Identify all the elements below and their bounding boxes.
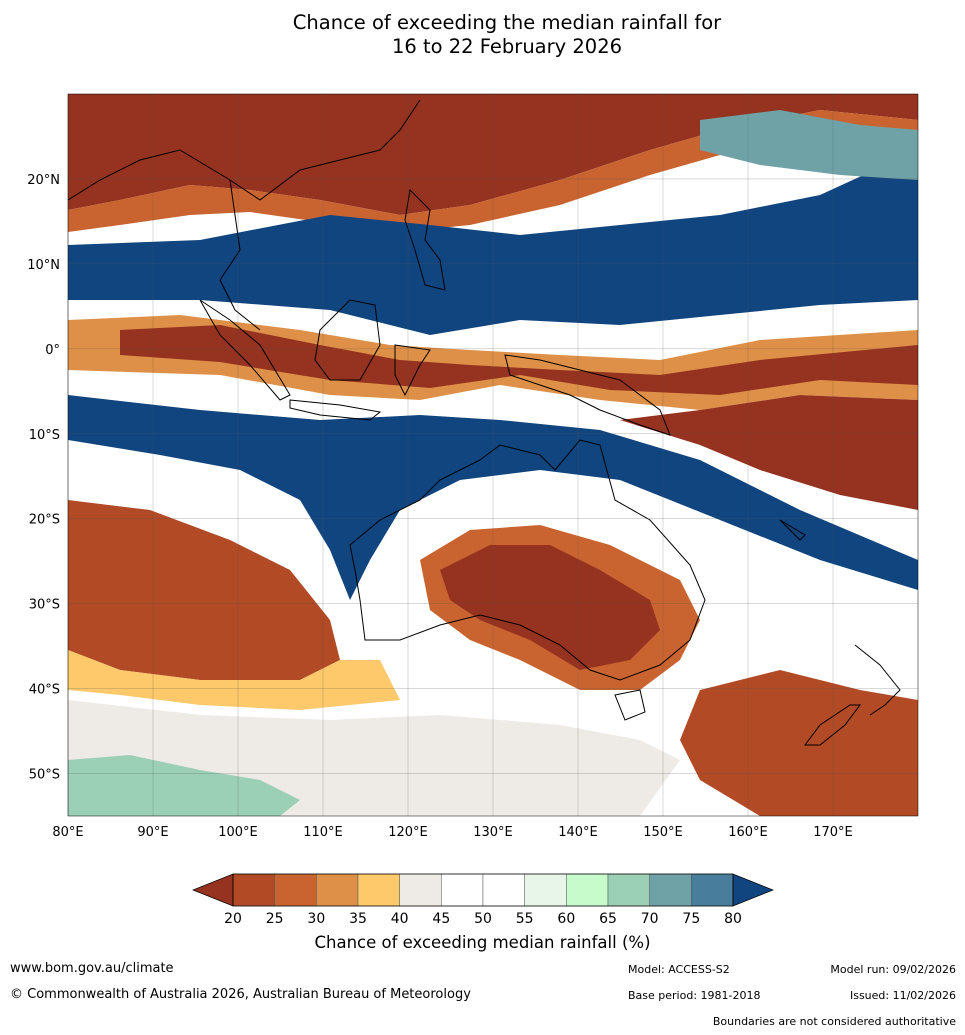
colorbar-tick-label: 65	[599, 911, 617, 927]
colorbar-tick-label: 80	[724, 911, 742, 927]
lon-tick-label: 110°E	[303, 825, 343, 840]
australia-outline	[349, 439, 706, 681]
lat-tick-label: 30°S	[29, 598, 60, 613]
philippines-outline	[404, 188, 446, 291]
colorbar-label: Chance of exceeding median rainfall (%)	[314, 933, 651, 952]
strong-dry-band-equator	[120, 325, 918, 395]
lat-tick-label: 20°S	[29, 513, 60, 528]
wet-band-north	[68, 150, 918, 335]
lat-tick-label: 20°N	[27, 173, 60, 188]
java-outline	[289, 399, 382, 421]
new-caledonia-outline	[779, 519, 806, 541]
colorbar-tick-label: 50	[474, 911, 492, 927]
tasmania-outline	[614, 689, 646, 721]
copyright-text: © Commonwealth of Australia 2026, Austra…	[10, 987, 471, 1002]
colorbar-tick-label: 60	[557, 911, 575, 927]
colorbar: 20 25 30 35 40 45 50 55 60 65 70 75 80	[192, 873, 774, 927]
map-title: Chance of exceeding the median rainfall …	[0, 11, 965, 59]
wet-patch-north-pacific	[700, 110, 918, 180]
borneo-outline	[314, 299, 381, 381]
colorbar-segment	[232, 873, 275, 907]
title-line-1: Chance of exceeding the median rainfall …	[292, 11, 722, 34]
coastlines	[68, 99, 901, 746]
dry-zone-south-pacific	[620, 395, 918, 510]
colorbar-tick-label: 20	[224, 911, 242, 927]
new-zealand-outline	[804, 644, 901, 746]
colorbar-segment	[607, 873, 650, 907]
lat-axis: 20°N 10°N 0° 10°S 20°S 30°S 40°S 50°S	[27, 173, 60, 783]
colorbar-segment	[357, 873, 400, 907]
colorbar-tick-label: 35	[349, 911, 367, 927]
lon-tick-label: 90°E	[137, 825, 168, 840]
wet-patch-southern-ocean	[68, 755, 300, 816]
colorbar-segment	[691, 873, 734, 907]
new-guinea-outline	[504, 354, 671, 436]
lon-tick-label: 150°E	[643, 825, 683, 840]
colorbar-segment	[399, 873, 442, 907]
lon-tick-label: 100°E	[218, 825, 258, 840]
colorbar-tick-label: 25	[266, 911, 284, 927]
base-period-text: Base period: 1981-2018	[628, 989, 761, 1002]
colorbar-tick-label: 40	[391, 911, 409, 927]
colorbar-low-extension	[192, 873, 234, 907]
lon-axis: 80°E 90°E 100°E 110°E 120°E 130°E 140°E 150°E 16…	[52, 825, 852, 840]
lon-tick-label: 140°E	[558, 825, 598, 840]
lon-tick-label: 130°E	[473, 825, 513, 840]
colorbar-tick-label: 75	[682, 911, 700, 927]
disclaimer-text: Boundaries are not considered authoritat…	[712, 1015, 956, 1028]
rainfall-field	[68, 94, 918, 816]
lon-tick-label: 170°E	[813, 825, 853, 840]
title-line-2: 16 to 22 February 2026	[391, 35, 623, 58]
lat-tick-label: 50°S	[29, 768, 60, 783]
map-frame	[67, 93, 919, 817]
model-run-text: Model run: 09/02/2026	[830, 963, 956, 976]
dry-zone-indian-ocean	[68, 500, 340, 680]
southeast-asia-outline	[68, 99, 421, 331]
moderate-dry-indian-ocean	[68, 650, 400, 710]
colorbar-segment	[524, 873, 567, 907]
issued-text: Issued: 11/02/2026	[849, 989, 956, 1002]
strong-dry-australia	[440, 545, 660, 670]
lon-tick-label: 160°E	[728, 825, 768, 840]
lat-tick-label: 0°	[45, 343, 60, 358]
colorbar-tick-label: 55	[516, 911, 534, 927]
wet-band-south	[68, 395, 918, 600]
lon-tick-label: 120°E	[388, 825, 428, 840]
colorbar-segment	[482, 873, 525, 907]
colorbar-tick-label: 70	[641, 911, 659, 927]
colorbar-tick-label: 45	[432, 911, 450, 927]
sumatra-outline	[199, 299, 291, 401]
colorbar-segment	[566, 873, 609, 907]
lat-tick-label: 10°S	[29, 428, 60, 443]
sulawesi-outline	[394, 344, 431, 397]
model-text: Model: ACCESS-S2	[628, 963, 730, 976]
colorbar-segment	[649, 873, 692, 907]
lat-tick-label: 40°S	[29, 683, 60, 698]
colorbar-segment	[274, 873, 317, 907]
colorbar-frame	[232, 873, 734, 907]
colorbar-segment	[441, 873, 484, 907]
lon-tick-label: 80°E	[52, 825, 83, 840]
website-link[interactable]: www.bom.gov.au/climate	[10, 961, 174, 976]
colorbar-high-extension	[732, 873, 774, 907]
lat-tick-label: 10°N	[27, 258, 60, 273]
colorbar-segment	[316, 873, 359, 907]
colorbar-tick-label: 30	[307, 911, 325, 927]
